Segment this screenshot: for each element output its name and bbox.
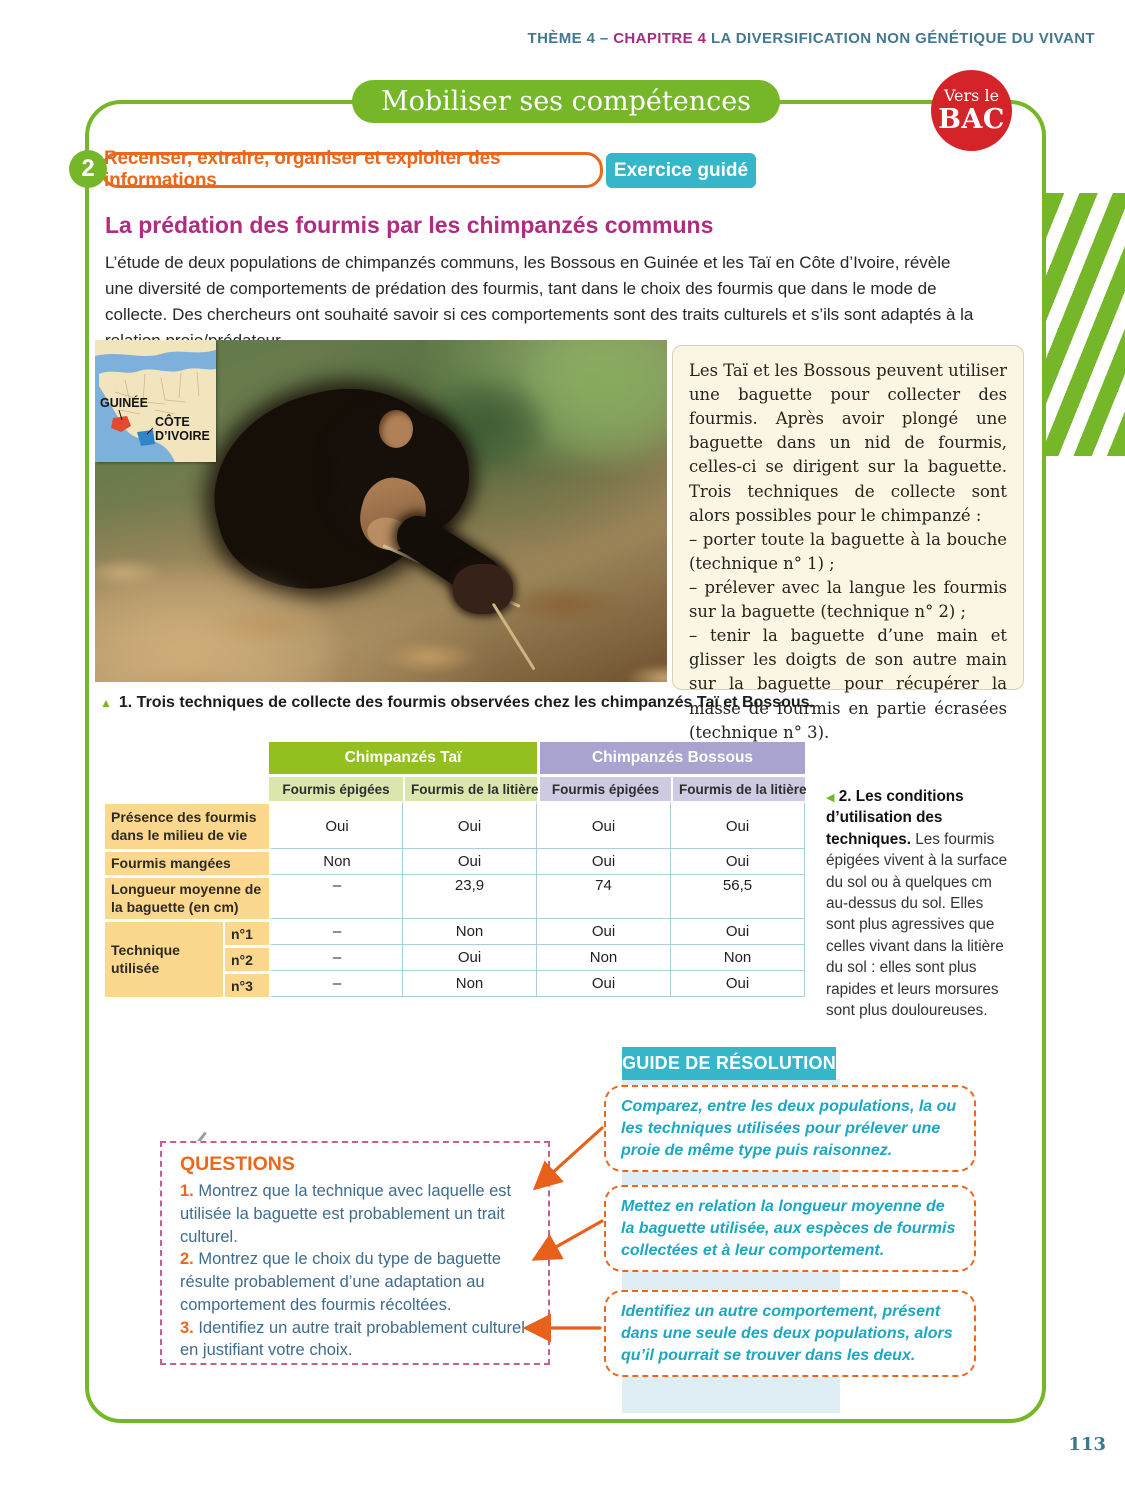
running-head-chapter: CHAPITRE 4 [613, 30, 707, 47]
figure1-caption-text: 1. Trois techniques de collecte des four… [118, 694, 814, 711]
col-header: Fourmis de la litière [671, 774, 807, 801]
forest-bokeh [525, 340, 667, 460]
table-cell: 74 [537, 875, 672, 919]
exercise-title: La prédation des fourmis par les chimpan… [105, 212, 714, 239]
chimpanzee-photo: GUINÉE CÔTE D’IVOIRE [95, 340, 667, 682]
map-guinea-highlight [111, 416, 131, 432]
hint-box-2: Mettez en relation la longueur moyenne d… [604, 1185, 976, 1273]
questions-box: QUESTIONS 1. Montrez que la technique av… [160, 1141, 550, 1365]
chimp-ear [379, 410, 413, 448]
table-cell: Oui [671, 971, 806, 997]
questions-title: QUESTIONS [180, 1153, 295, 1175]
map-label-cote: CÔTE [155, 414, 190, 429]
row-sublabel: n°3 [223, 971, 269, 997]
hint-box-1: Comparez, entre les deux populations, la… [604, 1085, 976, 1173]
row-label-technique: Technique utilisée [105, 919, 223, 997]
table-cell: Oui [269, 801, 403, 849]
vers-le-bac-badge: Vers le BAC [931, 70, 1012, 151]
table-corner [105, 742, 269, 774]
table-cell: – [269, 875, 403, 919]
figure2-note: ◀ 2. Les conditions d’utilisation des te… [826, 786, 1016, 1021]
section-banner: Mobiliser ses compétences [352, 80, 780, 123]
figure2-note-title: 2. Les conditions d’utilisation des tech… [826, 788, 964, 848]
chimp-hand [453, 564, 513, 614]
question-number: 2. [180, 1250, 194, 1269]
group-header-tai: Chimpanzés Taï [269, 742, 538, 774]
table-cell: – [269, 971, 403, 997]
table-cell: – [269, 919, 403, 945]
figure2-note-text: Les fourmis épigées vivent à la surface … [826, 830, 1008, 1020]
exercise-number-badge: 2 [69, 150, 107, 188]
table-cell: – [269, 945, 403, 971]
exercise-type-tag: Exercice guidé [606, 153, 756, 188]
running-head-rest: LA DIVERSIFICATION NON GÉNÉTIQUE DU VIVA… [706, 30, 1095, 47]
table-cell: Non [671, 945, 806, 971]
map-label-guinee: GUINÉE [100, 395, 148, 410]
hint-box-3: Identifiez un autre comportement, présen… [604, 1290, 976, 1378]
map-cote-divoire-highlight [137, 430, 155, 446]
row-label: Présence des fourmis dans le milieu de v… [105, 801, 269, 849]
table-corner [105, 774, 269, 801]
table-cell: Oui [537, 801, 672, 849]
row-label: Longueur moyenne de la baguette (en cm) [105, 875, 269, 919]
table-cell: Oui [403, 801, 538, 849]
hint-arrow-icons [522, 1126, 604, 1343]
row-sublabel: n°2 [223, 945, 269, 971]
badge-line1: Vers le [943, 86, 1000, 105]
triangle-left-icon: ◀ [826, 792, 835, 804]
table-cell: Oui [671, 801, 806, 849]
question-text: Montrez que la technique avec laquelle e… [180, 1182, 512, 1246]
question-item-1: 1. Montrez que la technique avec laquell… [180, 1180, 532, 1248]
col-header: Fourmis de la litière [403, 774, 539, 801]
map-label-divoire: D’IVOIRE [155, 429, 210, 443]
competence-pill: Recenser, extraire, organiser et exploit… [101, 148, 603, 191]
table-cell: 56,5 [671, 875, 806, 919]
triangle-up-icon: ▲ [100, 696, 112, 710]
page-number: 113 [1068, 1434, 1106, 1455]
table-cell: Non [537, 945, 672, 971]
question-text: Identifiez un autre trait probablement c… [180, 1318, 525, 1360]
table-cell: Non [403, 919, 538, 945]
intro-paragraph: L’étude de deux populations de chimpanzé… [105, 253, 974, 350]
badge-line2: BAC [938, 104, 1005, 135]
row-label: Fourmis mangées [105, 849, 269, 875]
question-number: 3. [180, 1318, 194, 1337]
row-sublabel: n°1 [223, 919, 269, 945]
data-table: Chimpanzés Taï Chimpanzés Bossous Fourmi… [105, 742, 807, 997]
guide-title: GUIDE DE RÉSOLUTION [622, 1047, 836, 1080]
question-text: Montrez que le choix du type de baguette… [180, 1250, 502, 1314]
arrow-icon [532, 1126, 604, 1191]
table-cell: Oui [537, 971, 672, 997]
running-head-theme: THÈME 4 – [527, 30, 614, 47]
col-header: Fourmis épigées [269, 774, 403, 801]
figure1-caption: ▲ 1. Trois techniques de collecte des fo… [100, 694, 814, 713]
table-cell: Oui [537, 919, 672, 945]
arrow-icon [531, 1219, 604, 1261]
running-head: THÈME 4 – CHAPITRE 4 LA DIVERSIFICATION … [528, 30, 1095, 47]
diagonal-stripes-decoration [1046, 193, 1125, 456]
question-item-3: 3. Identifiez un autre trait probablemen… [180, 1317, 532, 1363]
africa-map-inset: GUINÉE CÔTE D’IVOIRE [95, 340, 216, 462]
table-cell: Oui [403, 849, 538, 875]
table-cell: Oui [671, 919, 806, 945]
group-header-bossous: Chimpanzés Bossous [537, 742, 806, 774]
question-number: 1. [180, 1182, 194, 1200]
col-header: Fourmis épigées [537, 774, 672, 801]
table-cell: Non [403, 971, 538, 997]
table-cell: 23,9 [403, 875, 538, 919]
table-cell: Oui [671, 849, 806, 875]
table-cell: Non [269, 849, 403, 875]
technique-description-box: Les Taï et les Bossous peuvent utiliser … [672, 345, 1024, 742]
table-cell: Oui [403, 945, 538, 971]
question-item-2: 2. Montrez que le choix du type de bague… [180, 1248, 532, 1316]
table-cell: Oui [537, 849, 672, 875]
